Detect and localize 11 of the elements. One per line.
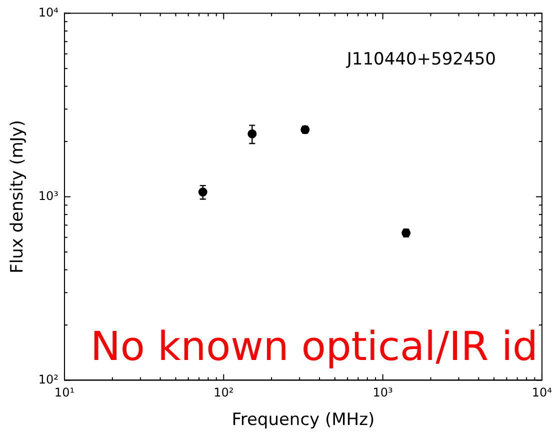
x-tick-label: 10³ bbox=[372, 386, 394, 400]
x-tick-label: 10¹ bbox=[54, 386, 75, 400]
y-axis-title: Flux density (mJy) bbox=[8, 120, 28, 274]
annotation: No known optical/IR id bbox=[90, 324, 538, 370]
y-tick-label: 10² bbox=[38, 372, 59, 386]
y-tick-label: 10⁴ bbox=[38, 5, 59, 20]
y-tick-label: 10³ bbox=[38, 188, 59, 203]
x-tick-label: 10² bbox=[214, 386, 234, 400]
x-tick-label: 10⁴ bbox=[532, 386, 552, 400]
annotation: J110440+592450 bbox=[346, 50, 496, 70]
x-axis-title: Frequency (MHz) bbox=[232, 410, 375, 430]
